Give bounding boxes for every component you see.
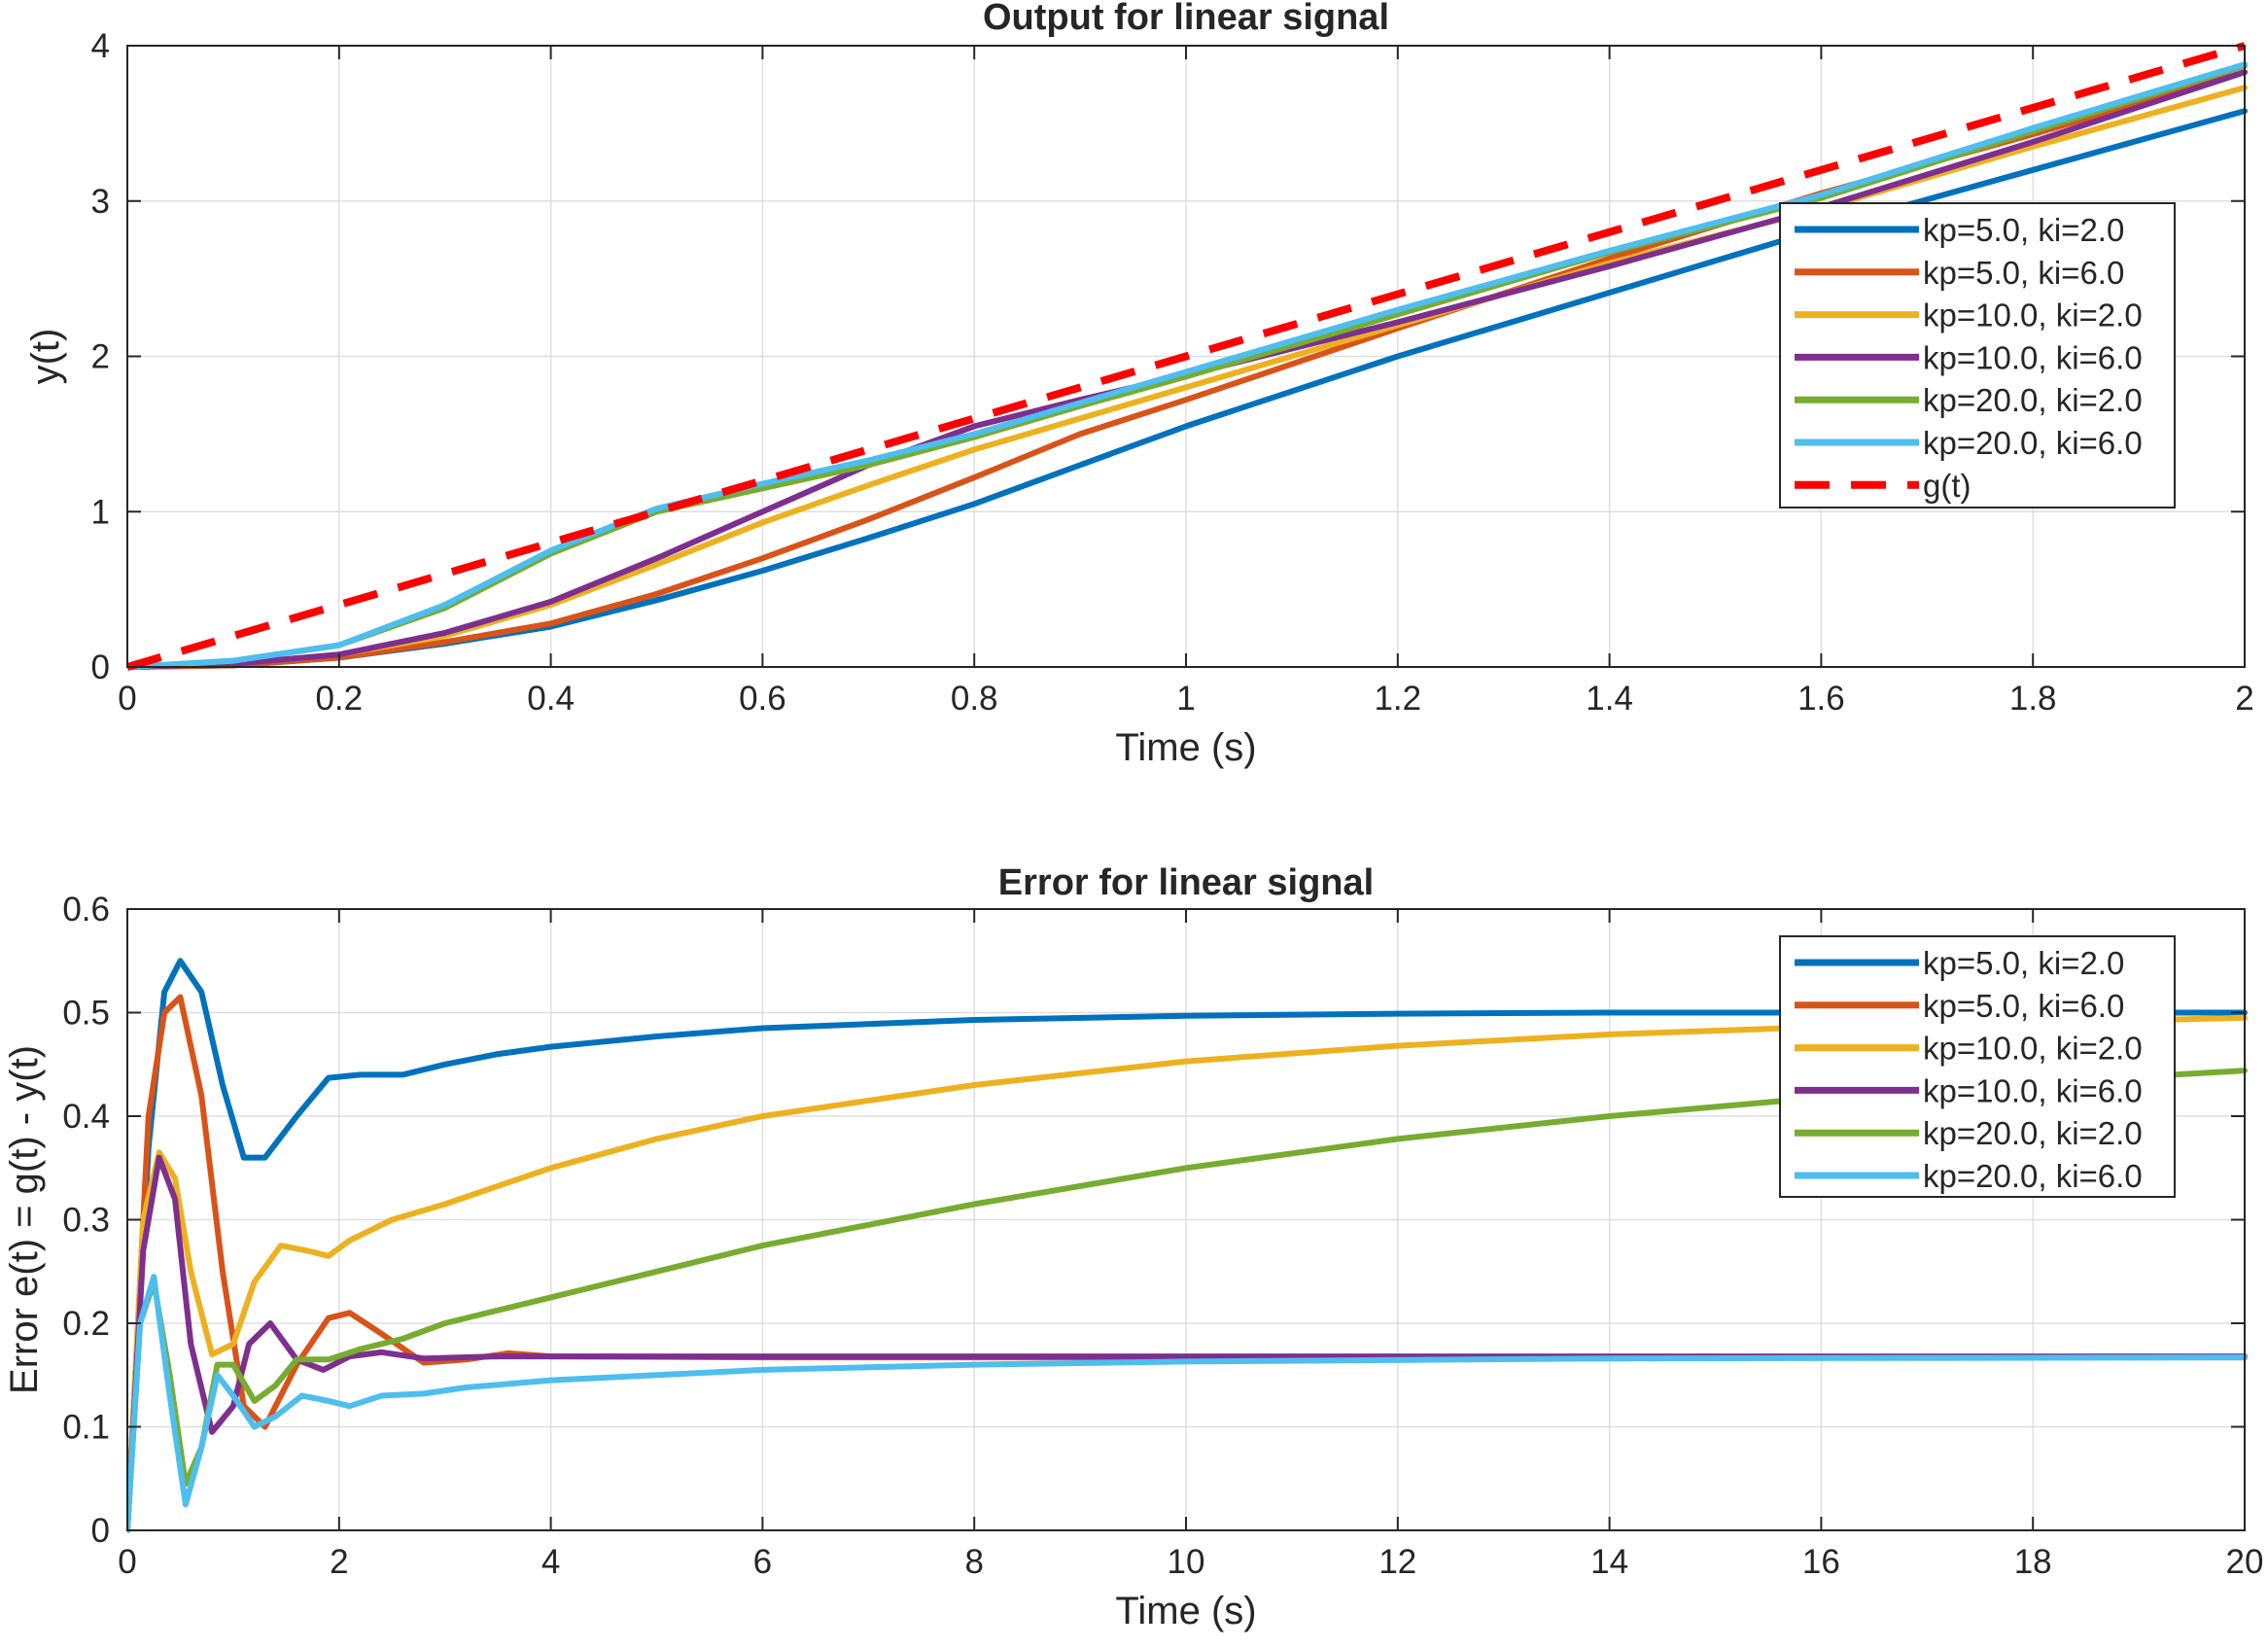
legend-label-6: kp=20.0, ki=6.0 <box>1923 425 2143 461</box>
x-tick-label: 2 <box>330 1543 348 1581</box>
legend-label-2: kp=5.0, ki=6.0 <box>1923 988 2124 1024</box>
legend-label-5: kp=20.0, ki=2.0 <box>1923 1115 2143 1151</box>
x-tick-label: 8 <box>964 1543 983 1581</box>
chart-title: Output for linear signal <box>983 0 1389 38</box>
error-chart-panel: 0 2 4 6 8 10 12 14 16 18 20 0 0.1 0.2 0.3 0.4 0.5 0.6 Erro… <box>3 862 2263 1632</box>
x-axis-label: Time (s) <box>1115 1590 1256 1632</box>
x-tick-label: 1.2 <box>1374 680 1421 718</box>
y-tick-label: 2 <box>91 338 110 376</box>
x-tick-label: 20 <box>2226 1543 2264 1581</box>
x-tick-label: 0.6 <box>739 680 786 718</box>
series-line-6 <box>127 61 2248 670</box>
y-tick-label: 0 <box>91 649 110 686</box>
legend: kp=5.0, ki=2.0 kp=5.0, ki=6.0 kp=10.0, ki=… <box>1779 202 2176 508</box>
x-tick-label: 0 <box>118 680 136 718</box>
y-tick-label: 0.3 <box>62 1202 110 1240</box>
legend-label-3: kp=10.0, ki=2.0 <box>1923 298 2143 333</box>
y-tick-label: 0.6 <box>62 891 110 929</box>
legend-label-3: kp=10.0, ki=2.0 <box>1923 1031 2143 1067</box>
legend-label-1: kp=5.0, ki=2.0 <box>1923 945 2124 981</box>
x-tick-label: 10 <box>1168 1543 1205 1581</box>
x-tick-label: 1.4 <box>1586 680 1633 718</box>
legend-label-6: kp=20.0, ki=6.0 <box>1923 1158 2143 1194</box>
y-tick-label: 0.5 <box>62 995 110 1033</box>
y-tick-label: 0.1 <box>62 1409 110 1447</box>
legend: kp=5.0, ki=2.0 kp=5.0, ki=6.0 kp=10.0, ki=… <box>1779 935 2176 1198</box>
legend-label-4: kp=10.0, ki=6.0 <box>1923 339 2143 375</box>
legend-label-5: kp=20.0, ki=2.0 <box>1923 382 2143 418</box>
x-tick-label: 18 <box>2014 1543 2052 1581</box>
series-line-5 <box>127 1068 2248 1533</box>
legend-label-7: g(t) <box>1923 468 1971 504</box>
series-line-1 <box>127 958 2248 1533</box>
output-chart-panel: 0 0.2 0.4 0.6 0.8 1 1.2 1.4 1.6 1.8 2 0 1 2 3 4 Output f… <box>24 0 2254 769</box>
series-line-6 <box>127 1274 2248 1533</box>
series-line-4 <box>127 1154 2248 1533</box>
x-tick-label: 6 <box>753 1543 772 1581</box>
legend-label-1: kp=5.0, ki=2.0 <box>1923 212 2124 248</box>
legend-label-4: kp=10.0, ki=6.0 <box>1923 1072 2143 1108</box>
y-tick-label: 0.2 <box>62 1305 110 1343</box>
x-tick-label: 2 <box>2235 680 2253 718</box>
x-tick-label: 14 <box>1590 1543 1628 1581</box>
series-line-7 <box>127 42 2247 671</box>
y-axis-label: Error e(t) = g(t) - y(t) <box>3 1045 46 1394</box>
x-axis-label: Time (s) <box>1115 726 1256 769</box>
x-tick-label: 12 <box>1378 1543 1416 1581</box>
x-tick-label: 0.8 <box>951 680 998 718</box>
y-axis-label: y(t) <box>24 329 67 385</box>
legend-label-2: kp=5.0, ki=6.0 <box>1923 255 2124 291</box>
series-group <box>127 42 2248 671</box>
x-tick-label: 1.8 <box>2009 680 2057 718</box>
x-tick-label: 1 <box>1176 680 1195 718</box>
x-tick-label: 0.2 <box>315 680 363 718</box>
y-tick-label: 3 <box>91 183 110 221</box>
legend-box <box>1779 935 2176 1198</box>
x-tick-label: 0.4 <box>527 680 575 718</box>
y-tick-label: 0 <box>91 1512 110 1550</box>
y-tick-label: 0.4 <box>62 1098 110 1136</box>
series-group <box>127 958 2248 1533</box>
x-tick-label: 4 <box>541 1543 560 1581</box>
x-tick-label: 0 <box>118 1543 136 1581</box>
x-tick-label: 16 <box>1802 1543 1840 1581</box>
y-tick-label: 4 <box>91 27 110 65</box>
chart-title: Error for linear signal <box>998 862 1374 903</box>
series-line-3 <box>127 1014 2248 1533</box>
x-tick-label: 1.6 <box>1797 680 1845 718</box>
y-tick-label: 1 <box>91 493 110 531</box>
